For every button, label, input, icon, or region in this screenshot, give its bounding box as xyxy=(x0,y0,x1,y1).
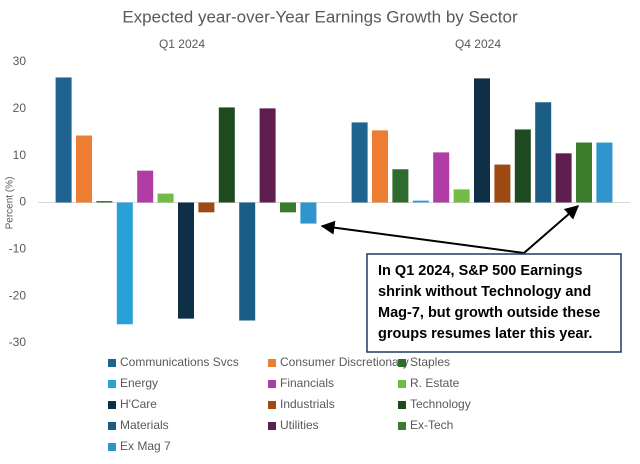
arrow xyxy=(320,220,525,254)
annotation-line: shrink without Technology and xyxy=(378,284,591,300)
bar xyxy=(157,193,174,203)
bar xyxy=(96,201,113,203)
y-tick-label: -10 xyxy=(9,242,27,256)
y-tick-label: -20 xyxy=(9,288,27,302)
legend-label: Financials xyxy=(280,376,334,390)
legend-swatch xyxy=(398,401,406,409)
legend-swatch xyxy=(108,359,116,367)
legend-swatch xyxy=(268,401,276,409)
legend-item: Financials xyxy=(268,376,334,390)
legend-label: Communications Svcs xyxy=(120,355,239,369)
bar xyxy=(392,169,409,203)
bar xyxy=(351,122,368,203)
legend-swatch xyxy=(268,422,276,430)
legend-item: Energy xyxy=(108,376,158,390)
legend-item: R. Estate xyxy=(398,376,460,390)
y-tick-label: 0 xyxy=(19,195,26,209)
bar xyxy=(178,202,194,319)
legend-swatch xyxy=(268,359,276,367)
bar xyxy=(555,153,572,203)
bar xyxy=(55,77,72,203)
legend-label: Staples xyxy=(410,355,450,369)
legend-label: Ex Mag 7 xyxy=(120,439,171,453)
chart-title: Expected year-over-Year Earnings Growth … xyxy=(122,7,518,26)
legend-item: Communications Svcs xyxy=(108,355,239,369)
legend-label: R. Estate xyxy=(410,376,460,390)
legend-swatch xyxy=(108,422,116,430)
bar xyxy=(239,202,256,321)
category-label: Q1 2024 xyxy=(159,37,205,51)
legend-label: Technology xyxy=(410,397,471,411)
legend-swatch xyxy=(108,401,116,409)
legend-item: Staples xyxy=(398,355,450,369)
bar xyxy=(494,164,511,203)
category-label: Q4 2024 xyxy=(455,37,501,51)
legend-item: Technology xyxy=(398,397,471,411)
bar xyxy=(137,170,154,203)
y-axis-label: Percent (%) xyxy=(5,177,16,230)
bar xyxy=(453,189,470,203)
legend-item: H'Care xyxy=(108,397,157,411)
legend-label: Consumer Discretionary xyxy=(280,355,409,369)
legend-swatch xyxy=(398,380,406,388)
legend-item: Ex Mag 7 xyxy=(108,439,171,453)
legend-item: Utilities xyxy=(268,418,319,432)
annotation-box xyxy=(366,253,622,353)
legend-label: Utilities xyxy=(280,418,319,432)
bar xyxy=(535,102,552,203)
bar xyxy=(514,129,531,203)
bar xyxy=(576,142,592,203)
legend-swatch xyxy=(398,359,406,367)
plot-area: -30 -20 -10 0 10 20 30 Q1 2024 Q4 2024 Communicat… xyxy=(9,37,630,453)
legend-label: Materials xyxy=(120,418,169,432)
legend-swatch xyxy=(268,380,276,388)
legend-item: Materials xyxy=(108,418,169,432)
y-tick-label: 30 xyxy=(13,54,27,68)
legend-label: H'Care xyxy=(120,397,157,411)
bar xyxy=(198,202,215,213)
y-tick-label: 20 xyxy=(13,101,27,115)
bar xyxy=(474,78,490,203)
legend-item: Industrials xyxy=(268,397,335,411)
y-tick-label: 10 xyxy=(13,148,27,162)
bar xyxy=(116,202,133,325)
bar xyxy=(300,202,317,224)
legend-label: Industrials xyxy=(280,397,335,411)
legend-label: Energy xyxy=(120,376,158,390)
bar xyxy=(372,130,388,203)
annotation-line: In Q1 2024, S&P 500 Earnings xyxy=(378,263,582,279)
bar xyxy=(76,135,92,203)
legend-swatch xyxy=(108,443,116,451)
bar xyxy=(218,107,235,203)
bar xyxy=(280,202,296,213)
legend-item: Consumer Discretionary xyxy=(268,355,409,369)
y-tick-label: -30 xyxy=(9,335,27,349)
bar xyxy=(412,200,429,203)
legend-item: Ex-Tech xyxy=(398,418,453,432)
legend-swatch xyxy=(108,380,116,388)
legend-label: Ex-Tech xyxy=(410,418,453,432)
bar xyxy=(596,142,613,203)
annotation: In Q1 2024, S&P 500 Earnings shrink witho… xyxy=(378,263,600,342)
annotation-line: Mag-7, but growth outside these xyxy=(378,305,600,321)
legend-swatch xyxy=(398,422,406,430)
arrow xyxy=(523,205,580,254)
bar xyxy=(259,108,276,203)
annotation-line: groups resumes later this year. xyxy=(378,326,592,342)
bar xyxy=(433,152,450,203)
